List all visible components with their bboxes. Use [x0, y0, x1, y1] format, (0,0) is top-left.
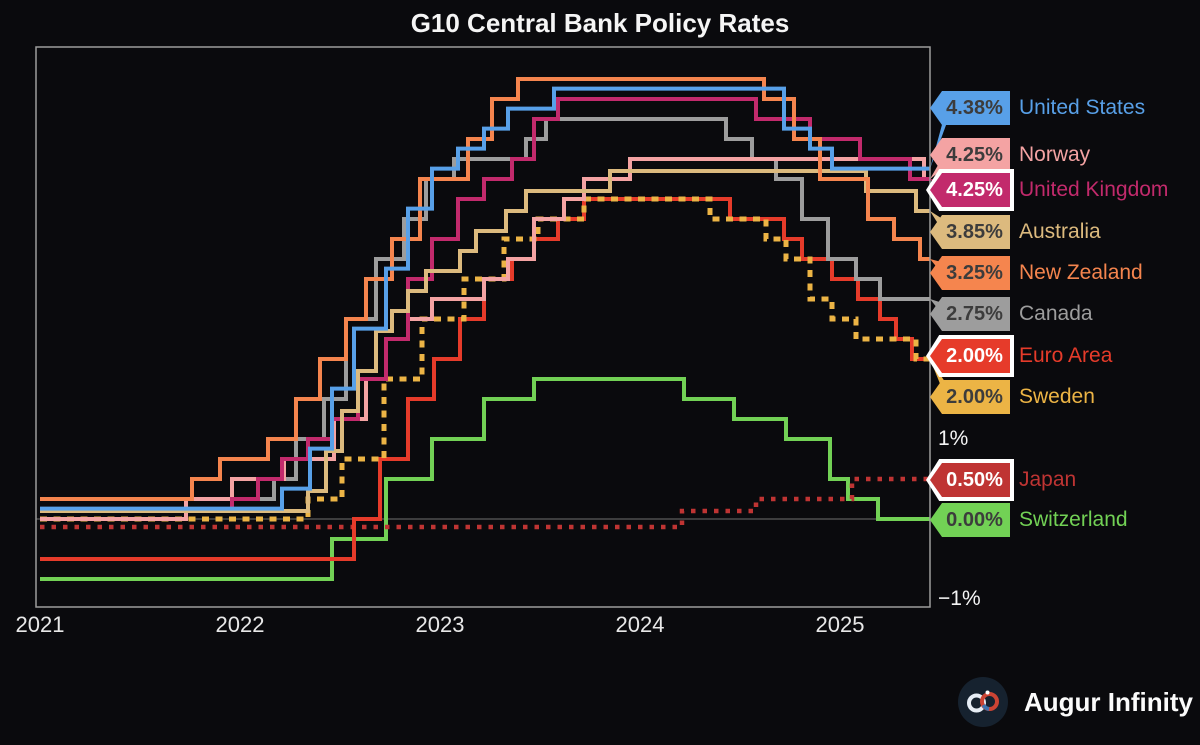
series-line-australia	[40, 169, 930, 513]
series-line-switzerland	[40, 377, 930, 581]
chart-title: G10 Central Bank Policy Rates	[410, 8, 790, 38]
series-line-united-states	[40, 86, 930, 511]
x-tick-2023: 2023	[415, 612, 465, 637]
x-tick-2021: 2021	[15, 612, 65, 637]
badge-connector-norway	[930, 146, 949, 179]
series-line-norway	[40, 157, 930, 521]
series-line-canada	[40, 117, 930, 501]
x-tick-2022: 2022	[215, 612, 265, 637]
y-tick-1: 1%	[938, 427, 969, 450]
badge-connector-canada	[930, 299, 949, 323]
series-line-japan	[40, 476, 930, 530]
badge-connector-united-kingdom	[930, 179, 949, 199]
badge-connector-euro-area	[930, 347, 949, 365]
series-line-sweden	[40, 196, 930, 522]
badge-connector-new-zealand	[930, 259, 949, 282]
badge-connector-japan	[930, 471, 949, 489]
badge-connector-switzerland	[930, 511, 949, 529]
badge-connector-sweden	[930, 359, 949, 406]
series-line-united-kingdom	[40, 97, 930, 513]
badge-connector-australia	[930, 211, 949, 241]
x-tick-2024: 2024	[615, 612, 665, 637]
y-tick--1: −1%	[938, 587, 981, 610]
brand-name: Augur Infinity	[1024, 686, 1193, 717]
x-tick-2025: 2025	[815, 612, 865, 637]
brand: Augur Infinity	[957, 676, 1193, 728]
series-line-new-zealand	[40, 77, 930, 501]
infinity-icon	[958, 677, 1008, 727]
series-line-euro-area	[40, 197, 930, 561]
